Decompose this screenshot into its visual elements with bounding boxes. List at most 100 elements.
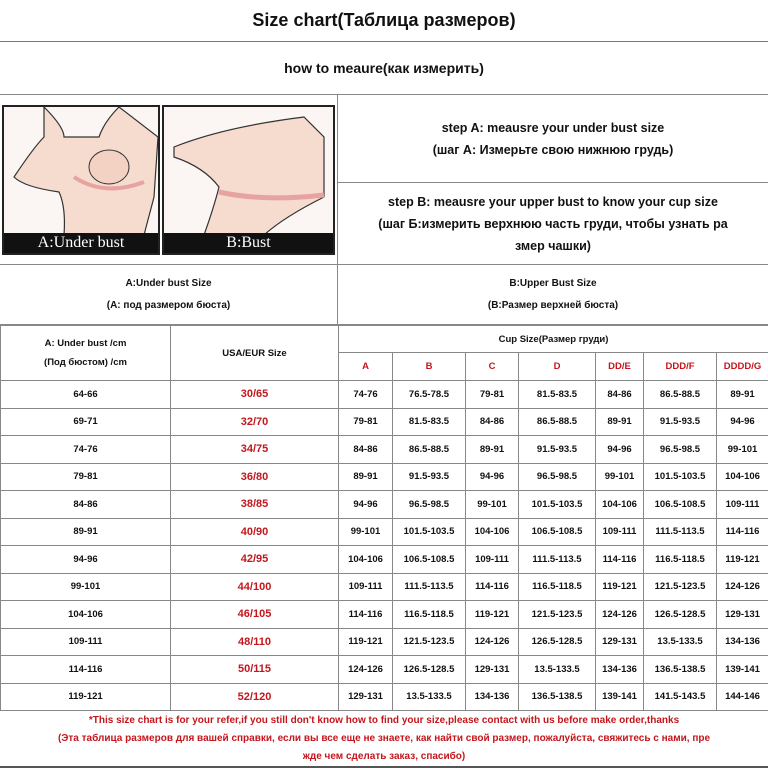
cup-measure-cell: 124-126 bbox=[465, 627, 519, 656]
table-row: 109-111 48/110 119-121 121.5-123.5 124-126 12… bbox=[0, 627, 768, 656]
table-row: 99-101 44/100 109-111 111.5-113.5 114-116 116… bbox=[0, 572, 768, 601]
cup-measure-cell: 89-91 bbox=[338, 462, 393, 491]
cup-measure-cell: 111.5-113.5 bbox=[643, 517, 717, 546]
header-b-text: B:Upper Bust Size bbox=[509, 277, 597, 289]
cup-measure-cell: 76.5-78.5 bbox=[392, 380, 466, 409]
cup-measure-cell: 89-91 bbox=[465, 435, 519, 464]
cup-measure-cell: 94-96 bbox=[595, 435, 644, 464]
cup-measure-cell: 89-91 bbox=[715, 380, 768, 409]
under-bust-cell: 64-66 bbox=[0, 380, 171, 409]
size-cell: 36/80 bbox=[170, 462, 339, 491]
step-b-instructions: step B: meausre your upper bust to know … bbox=[338, 183, 768, 265]
cup-measure-cell: 114-116 bbox=[595, 545, 644, 574]
page-title: Size chart(Таблица размеров) bbox=[0, 0, 768, 42]
cup-measure-cell: 126.5-128.5 bbox=[643, 600, 717, 629]
cup-measure-cell: 96.5-98.5 bbox=[518, 462, 596, 491]
cup-measure-cell: 13.5-133.5 bbox=[643, 627, 717, 656]
bust-caption: B:Bust bbox=[164, 233, 333, 253]
under-bust-illustration: A:Under bust bbox=[2, 105, 160, 255]
under-bust-cell: 94-96 bbox=[0, 545, 171, 574]
cup-measure-cell: 126.5-128.5 bbox=[392, 655, 466, 684]
cup-measure-cell: 91.5-93.5 bbox=[518, 435, 596, 464]
cup-measure-cell: 116.5-118.5 bbox=[643, 545, 717, 574]
cup-measure-cell: 116.5-118.5 bbox=[392, 600, 466, 629]
footer-note: *This size chart is for your refer,if yo… bbox=[0, 710, 768, 768]
size-cell: 38/85 bbox=[170, 490, 339, 519]
table-row: 114-116 50/115 124-126 126.5-128.5 129-131 13… bbox=[0, 655, 768, 684]
under-bust-cell: 74-76 bbox=[0, 435, 171, 464]
size-cell: 40/90 bbox=[170, 517, 339, 546]
under-bust-cell: 99-101 bbox=[0, 572, 171, 601]
under-bust-cell: 79-81 bbox=[0, 462, 171, 491]
size-cell: 46/105 bbox=[170, 600, 339, 629]
cup-measure-cell: 114-116 bbox=[338, 600, 393, 629]
cup-measure-cell: 79-81 bbox=[338, 407, 393, 436]
cup-measure-cell: 116.5-118.5 bbox=[518, 572, 596, 601]
cup-measure-cell: 121.5-123.5 bbox=[518, 600, 596, 629]
cup-measure-cell: 109-111 bbox=[338, 572, 393, 601]
table-row: 119-121 52/120 129-131 13.5-133.5 134-136 136… bbox=[0, 682, 768, 711]
cup-measure-cell: 121.5-123.5 bbox=[643, 572, 717, 601]
col-header-under-bust: A: Under bust /cm (Под бюстом) /cm bbox=[0, 325, 171, 381]
cup-measure-cell: 99-101 bbox=[595, 462, 644, 491]
under-bust-cell: 114-116 bbox=[0, 655, 171, 684]
cup-measure-cell: 99-101 bbox=[715, 435, 768, 464]
table-row: 94-96 42/95 104-106 106.5-108.5 109-111 111.5… bbox=[0, 545, 768, 574]
cup-measure-cell: 79-81 bbox=[465, 380, 519, 409]
cup-measure-cell: 134-136 bbox=[465, 682, 519, 711]
bust-illustration: B:Bust bbox=[162, 105, 335, 255]
step-a-text-ru: (шаг А: Измерьте свою нижнюю грудь) bbox=[432, 142, 674, 157]
size-cell: 42/95 bbox=[170, 545, 339, 574]
table-row: 89-91 40/90 99-101 101.5-103.5 104-106 106.5-… bbox=[0, 517, 768, 546]
under-bust-cell: 104-106 bbox=[0, 600, 171, 629]
cup-measure-cell: 109-111 bbox=[595, 517, 644, 546]
under-bust-cell: 84-86 bbox=[0, 490, 171, 519]
cup-measure-cell: 91.5-93.5 bbox=[392, 462, 466, 491]
cup-header-a: A bbox=[338, 352, 393, 381]
cup-measure-cell: 109-111 bbox=[465, 545, 519, 574]
cup-measure-cell: 134-136 bbox=[595, 655, 644, 684]
measurement-illustrations: A:Under bust B:Bust bbox=[0, 95, 338, 265]
cup-measure-cell: 86.5-88.5 bbox=[518, 407, 596, 436]
cup-measure-cell: 129-131 bbox=[338, 682, 393, 711]
cup-measure-cell: 86.5-88.5 bbox=[643, 380, 717, 409]
cup-measure-cell: 119-121 bbox=[465, 600, 519, 629]
step-b-text-ru: (шаг Б:измерить верхнюю часть груди, что… bbox=[378, 216, 728, 231]
cup-measure-cell: 86.5-88.5 bbox=[392, 435, 466, 464]
under-bust-caption: A:Under bust bbox=[4, 233, 158, 253]
size-table: A: Under bust /cm (Под бюстом) /cm USA/EU… bbox=[0, 325, 768, 711]
cup-measure-cell: 109-111 bbox=[715, 490, 768, 519]
size-cell: 48/110 bbox=[170, 627, 339, 656]
cup-measure-cell: 129-131 bbox=[715, 600, 768, 629]
cup-measure-cell: 124-126 bbox=[595, 600, 644, 629]
cup-measure-cell: 104-106 bbox=[465, 517, 519, 546]
cup-measure-cell: 129-131 bbox=[465, 655, 519, 684]
cup-measure-cell: 119-121 bbox=[715, 545, 768, 574]
size-cell: 44/100 bbox=[170, 572, 339, 601]
step-b-text: step B: meausre your upper bust to know … bbox=[388, 194, 718, 209]
cup-measure-cell: 94-96 bbox=[715, 407, 768, 436]
step-a-instructions: step A: meausre your under bust size (ша… bbox=[338, 95, 768, 183]
cup-measure-cell: 94-96 bbox=[465, 462, 519, 491]
cup-header-dd-e: DD/E bbox=[595, 352, 644, 381]
step-b-text-ru-cont: змер чашки) bbox=[515, 238, 591, 253]
step-a-text: step A: meausre your under bust size bbox=[441, 120, 665, 135]
cup-measure-cell: 119-121 bbox=[338, 627, 393, 656]
cup-measure-cell: 13.5-133.5 bbox=[518, 655, 596, 684]
cup-measure-cell: 119-121 bbox=[595, 572, 644, 601]
cup-header-dddd-g: DDDD/G bbox=[715, 352, 768, 381]
cup-measure-cell: 91.5-93.5 bbox=[643, 407, 717, 436]
col-header-usa-eur-size: USA/EUR Size bbox=[170, 325, 339, 381]
bust-figure-icon bbox=[173, 116, 325, 236]
cup-measure-cell: 104-106 bbox=[715, 462, 768, 491]
cup-size-header: Cup Size(Размер груди) bbox=[337, 325, 768, 353]
cup-measure-cell: 13.5-133.5 bbox=[392, 682, 466, 711]
under-bust-size-header: A:Under bust Size (А: под размером бюста… bbox=[0, 265, 338, 325]
table-row: 69-71 32/70 79-81 81.5-83.5 84-86 86.5-88.5 89… bbox=[0, 407, 768, 436]
cup-measure-cell: 101.5-103.5 bbox=[518, 490, 596, 519]
table-row: 84-86 38/85 94-96 96.5-98.5 99-101 101.5-103.… bbox=[0, 490, 768, 519]
cup-measure-cell: 121.5-123.5 bbox=[392, 627, 466, 656]
cup-measure-cell: 99-101 bbox=[465, 490, 519, 519]
size-cell: 34/75 bbox=[170, 435, 339, 464]
cup-measure-cell: 96.5-98.5 bbox=[643, 435, 717, 464]
